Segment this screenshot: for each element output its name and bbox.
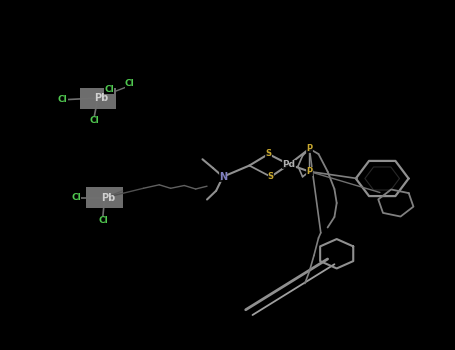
- Text: N: N: [219, 172, 227, 182]
- Text: Cl: Cl: [58, 95, 68, 104]
- Text: Pb: Pb: [94, 93, 109, 103]
- Text: Cl: Cl: [71, 193, 81, 202]
- Text: Pd: Pd: [283, 160, 295, 169]
- FancyBboxPatch shape: [80, 88, 116, 108]
- Text: Pb: Pb: [101, 193, 116, 203]
- Text: P: P: [306, 144, 313, 153]
- FancyBboxPatch shape: [86, 187, 123, 208]
- Text: Cl: Cl: [125, 79, 135, 89]
- Text: Cl: Cl: [104, 85, 114, 94]
- Text: Cl: Cl: [89, 116, 99, 125]
- Text: Cl: Cl: [98, 216, 108, 225]
- Text: S: S: [265, 149, 272, 159]
- Text: S: S: [268, 172, 274, 181]
- Text: P: P: [306, 167, 313, 176]
